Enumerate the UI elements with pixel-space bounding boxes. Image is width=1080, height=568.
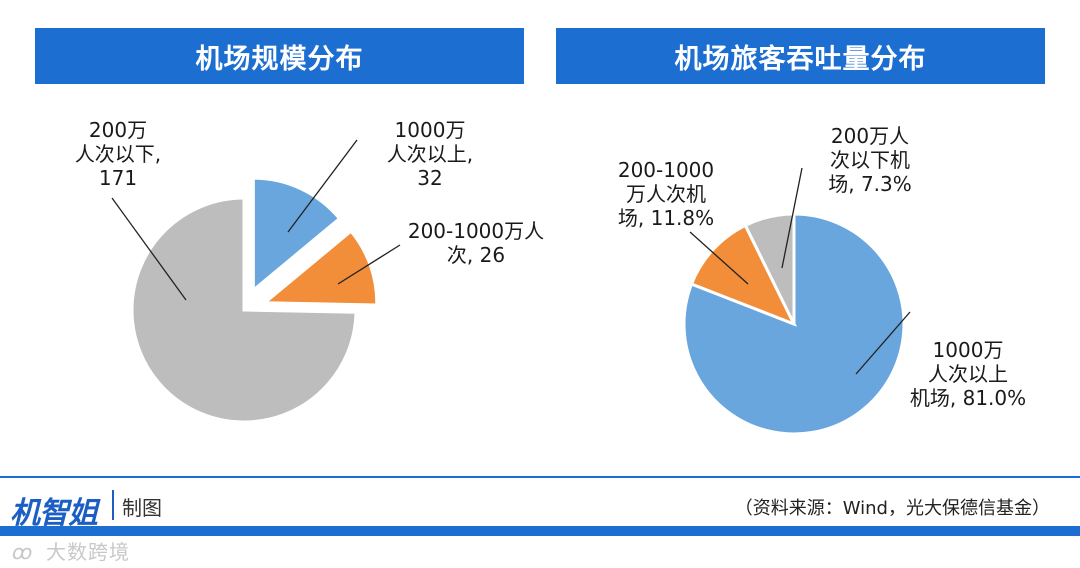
chart1-leader-1 <box>287 139 358 233</box>
brand-divider <box>112 490 114 520</box>
chart1-slice-2 <box>260 229 379 307</box>
source-note: （资料来源：Wind，光大保德信基金） <box>734 498 1050 519</box>
chart2-label-1: 1000万人次以上机场, 81.0% <box>910 338 1026 410</box>
chart2-slice-3 <box>743 212 796 325</box>
chart1-label-2: 200-1000万人次, 26 <box>408 219 544 267</box>
chart1-title: 机场规模分布 <box>35 28 524 84</box>
chart2-slice-2 <box>689 223 798 327</box>
chart2-leader-2 <box>689 231 749 285</box>
watermark-icon: ꝏ <box>12 540 34 564</box>
chart1-slice-3 <box>130 196 358 424</box>
brand-logo: 机智姐 <box>10 496 98 531</box>
chart1-label-3: 200万人次以下, 171 <box>75 118 161 190</box>
watermark: ꝏ 大数跨境 <box>12 536 130 565</box>
footer-bottom-bar <box>0 526 1080 536</box>
footer-top-rule <box>0 476 1080 478</box>
chart1-leader-3 <box>111 197 187 301</box>
chart1-label-1: 1000万人次以上, 32 <box>387 118 473 190</box>
chart2-title: 机场旅客吞吐量分布 <box>556 28 1045 84</box>
chart2-label-2: 200-1000 万人次机场, 11.8% <box>618 158 714 230</box>
chart2-leader-1 <box>855 311 911 375</box>
watermark-text: 大数跨境 <box>46 540 130 564</box>
chart1-leader-2 <box>337 244 401 285</box>
chart1-slice-1 <box>251 176 342 294</box>
chart2-label-3: 200万人次以下机场, 7.3% <box>828 124 912 196</box>
chart2-leader-3 <box>781 167 803 269</box>
brand-caption: 制图 <box>122 496 162 520</box>
